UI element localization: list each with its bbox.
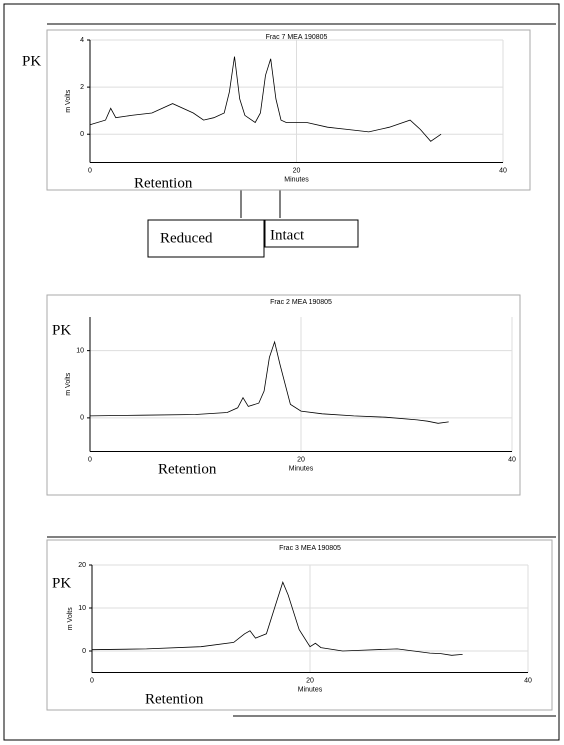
label-box [147,219,265,258]
y-tick-label: 0 [80,131,84,138]
y-tick-label: 10 [76,347,84,354]
y-tick-label: 0 [82,648,86,655]
y-axis-label: m Volts [65,372,72,395]
x-tick-label: 0 [88,167,92,174]
label-box [264,219,359,248]
chromatogram-line [89,340,449,424]
annotation: PK [22,53,41,69]
chart-panel [46,29,531,191]
x-axis-label: Minutes [289,465,314,472]
x-tick-label: 20 [306,677,314,684]
annotation: PK [52,322,71,338]
y-tick-label: 20 [78,562,86,569]
annotation: Retention [134,175,193,191]
chart-title: Frac 7 MEA 190805 [266,34,328,41]
chromatogram-line [89,56,442,142]
annotation: Intact [270,227,305,243]
y-axis-label: m Volts [67,607,74,630]
annotation: Retention [145,691,204,707]
x-axis-label: Minutes [284,176,309,183]
chart-panel [46,539,553,711]
chart-title: Frac 3 MEA 190805 [279,545,341,552]
x-axis-label: Minutes [298,686,323,693]
annotation: PK [52,575,71,591]
x-tick-label: 40 [499,167,507,174]
chromatogram-line [91,581,463,656]
x-tick-label: 40 [524,677,532,684]
chart-panel [46,294,521,496]
x-tick-label: 20 [297,456,305,463]
x-tick-label: 20 [293,167,301,174]
chart-title: Frac 2 MEA 190805 [270,299,332,306]
x-tick-label: 0 [88,456,92,463]
y-tick-label: 10 [78,605,86,612]
y-tick-label: 4 [80,37,84,44]
y-tick-label: 0 [80,415,84,422]
annotation: Reduced [160,230,213,246]
y-axis-label: m Volts [65,89,72,112]
x-tick-label: 0 [90,677,94,684]
x-tick-label: 40 [508,456,516,463]
page-border [3,3,560,741]
y-tick-label: 2 [80,84,84,91]
annotation: Retention [158,461,217,477]
